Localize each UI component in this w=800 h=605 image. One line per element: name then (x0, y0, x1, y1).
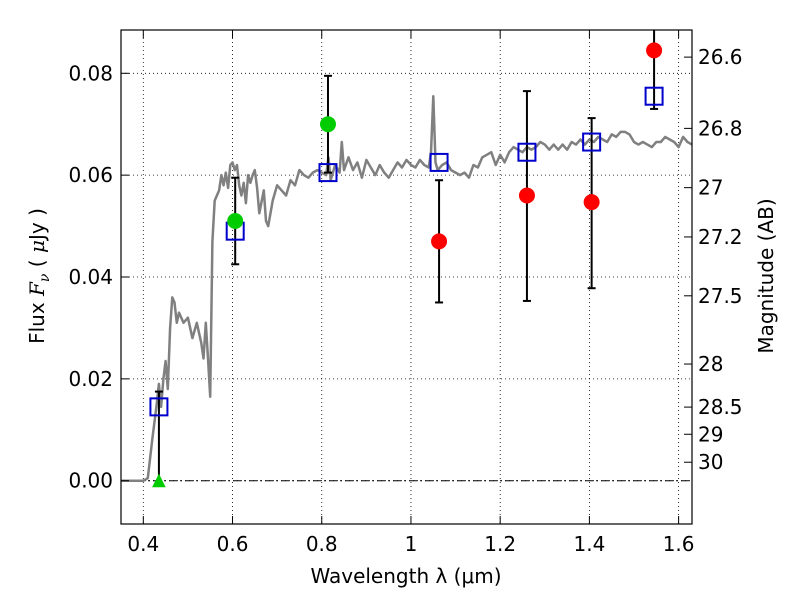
y2-tick-label: 26.6 (698, 45, 743, 69)
x-tick-label: 1 (405, 532, 418, 556)
observed-point-green (227, 212, 244, 229)
x-tick-label: 0.6 (217, 532, 249, 556)
model-box (582, 132, 602, 152)
y-axis-label-post: Jy ) (25, 208, 49, 242)
observed-point-red (646, 42, 663, 59)
x-tick-label: 1.4 (573, 532, 605, 556)
y-axis-label-mid: ( (25, 253, 49, 274)
observed-point-red (431, 233, 448, 250)
observed-point-red (518, 187, 535, 204)
y2-tick-label: 28 (698, 352, 723, 376)
model-box (149, 397, 169, 417)
y2-tick-label: 30 (698, 450, 723, 474)
y2-tick-label: 29 (698, 422, 723, 446)
observed-triangle (152, 473, 166, 488)
x-tick-label: 1.2 (484, 532, 516, 556)
x-axis-label: Wavelength λ (μm) (310, 564, 501, 588)
x-tick-label: 1.6 (663, 532, 695, 556)
y2-tick-label: 27 (698, 176, 723, 200)
x-tick-label: 0.8 (306, 532, 338, 556)
x-tick-label: 0.4 (127, 532, 159, 556)
y2-tick-label: 27.5 (698, 284, 743, 308)
y-tick-label: 0.04 (68, 265, 113, 289)
y-tick-label: 0.02 (68, 367, 113, 391)
model-box (517, 142, 537, 162)
y-tick-label: 0.08 (68, 61, 113, 85)
model-box (644, 86, 664, 106)
y-axis-label-mu: μ (25, 240, 49, 253)
model-box (318, 163, 338, 183)
model-box (429, 152, 449, 172)
y-tick-label: 0.06 (68, 163, 113, 187)
y2-tick-label: 28.5 (698, 395, 743, 419)
y2-axis-label: Magnitude (AB) (754, 198, 778, 353)
observed-point-red (583, 194, 600, 211)
axis-ticks: 0.4 0.6 0.8 1 1.2 1.4 1.6 0.00 0.02 0.04 0.06 0.08 2… (68, 30, 743, 556)
y2-tick-label: 26.8 (698, 116, 743, 140)
y-axis-label: Flux Fν ( μJy ) (25, 208, 53, 344)
model-photometry-boxes (149, 86, 664, 417)
observed-point-green (319, 116, 336, 133)
y-tick-label: 0.00 (68, 469, 113, 493)
y-axis-label-var: F (25, 281, 49, 297)
y-axis-label-pre: Flux (25, 296, 49, 344)
observed-photometry-points (152, 42, 663, 488)
y2-tick-label: 27.2 (698, 225, 743, 249)
y-axis-label-sub: ν (37, 273, 53, 282)
